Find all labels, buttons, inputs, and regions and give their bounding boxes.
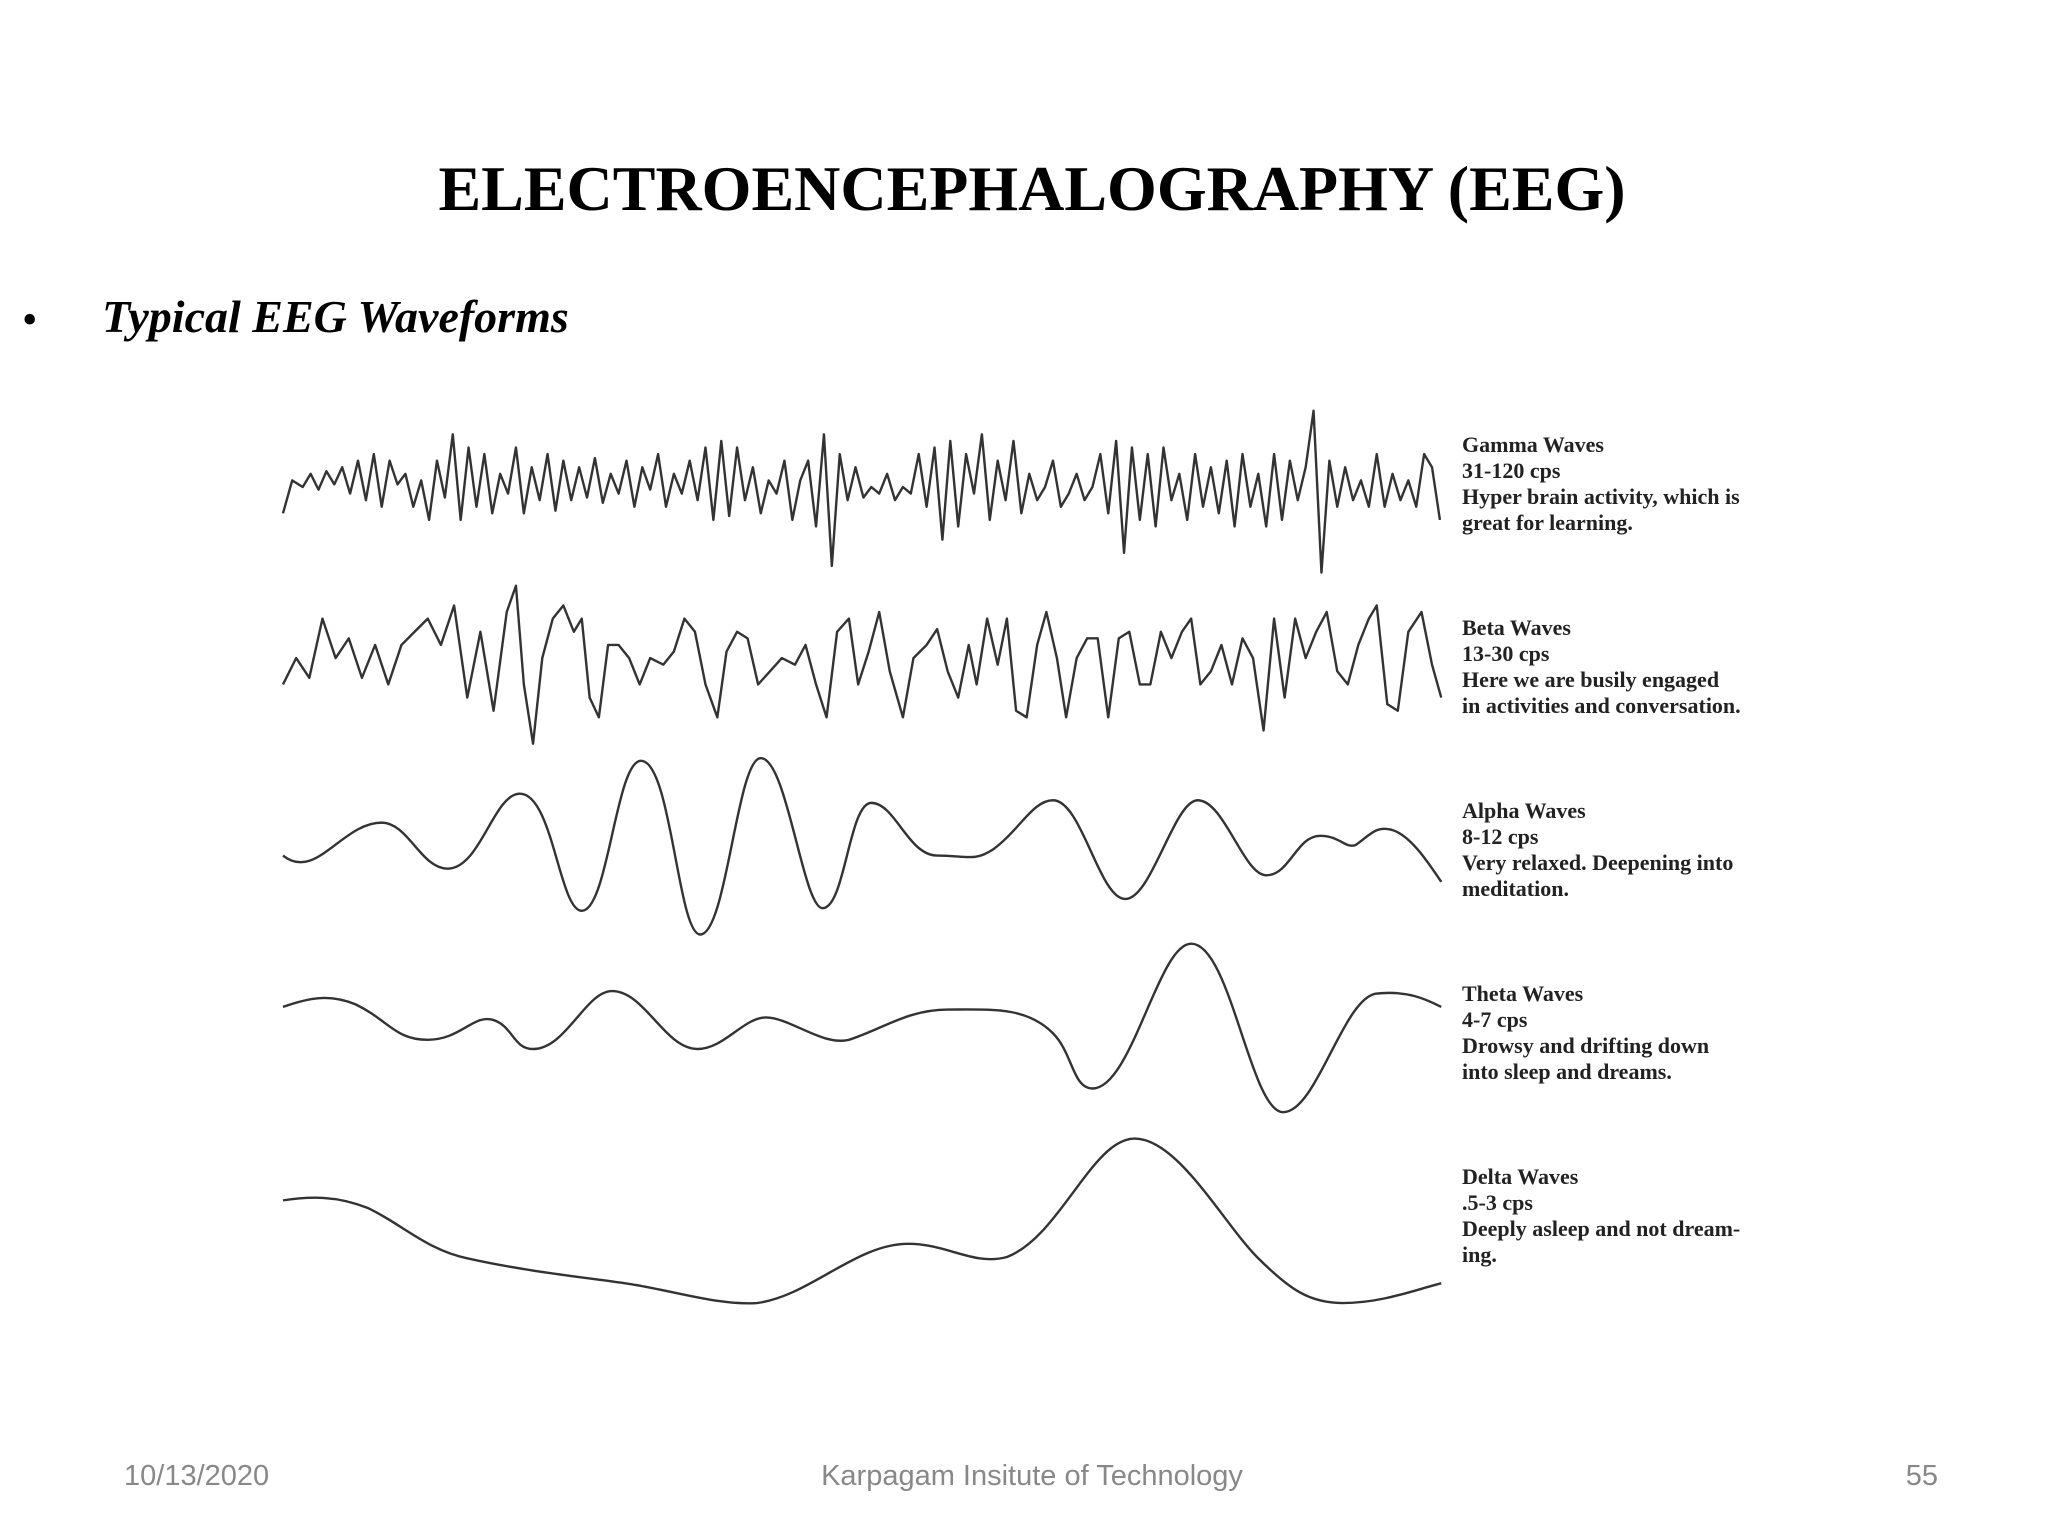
- bullet-text: Typical EEG Waveforms: [102, 291, 569, 342]
- wave-description: into sleep and dreams.: [1462, 1059, 1672, 1084]
- bullet-dot: •: [22, 295, 38, 344]
- footer-page-number: 55: [1905, 1460, 1938, 1492]
- wave-name: Beta Waves: [1462, 615, 1571, 640]
- wave-description: Here we are busily engaged: [1462, 667, 1719, 692]
- beta-wave: [283, 586, 1441, 744]
- footer-organization: Karpagam Insitute of Technology: [821, 1460, 1243, 1492]
- wave-frequency: 4-7 cps: [1462, 1007, 1528, 1032]
- wave-description: Very relaxed. Deepening into: [1462, 850, 1733, 875]
- wave-description: meditation.: [1462, 876, 1569, 901]
- wave-name: Theta Waves: [1462, 981, 1584, 1006]
- wave-description: ing.: [1462, 1242, 1497, 1267]
- footer-date: 10/13/2020: [124, 1460, 270, 1492]
- alpha-wave: [283, 758, 1441, 934]
- wave-frequency: 13-30 cps: [1462, 641, 1550, 666]
- wave-description: great for learning.: [1462, 510, 1633, 535]
- wave-frequency: 8-12 cps: [1462, 824, 1539, 849]
- delta-wave: [283, 1139, 1441, 1304]
- wave-description: Hyper brain activity, which is: [1462, 484, 1740, 509]
- wave-description: in activities and conversation.: [1462, 693, 1741, 718]
- waves: [283, 411, 1441, 1304]
- wave-name: Alpha Waves: [1462, 798, 1586, 823]
- wave-frequency: .5-3 cps: [1462, 1190, 1533, 1215]
- wave-name: Gamma Waves: [1462, 432, 1604, 457]
- wave-description: Drowsy and drifting down: [1462, 1033, 1709, 1058]
- gamma-wave: [283, 411, 1440, 573]
- slide-title: ELECTROENCEPHALOGRAPHY (EEG): [438, 153, 1626, 224]
- wave-description: Deeply asleep and not dream-: [1462, 1216, 1740, 1241]
- theta-wave: [283, 944, 1441, 1112]
- wave-name: Delta Waves: [1462, 1164, 1579, 1189]
- wave-frequency: 31-120 cps: [1462, 458, 1561, 483]
